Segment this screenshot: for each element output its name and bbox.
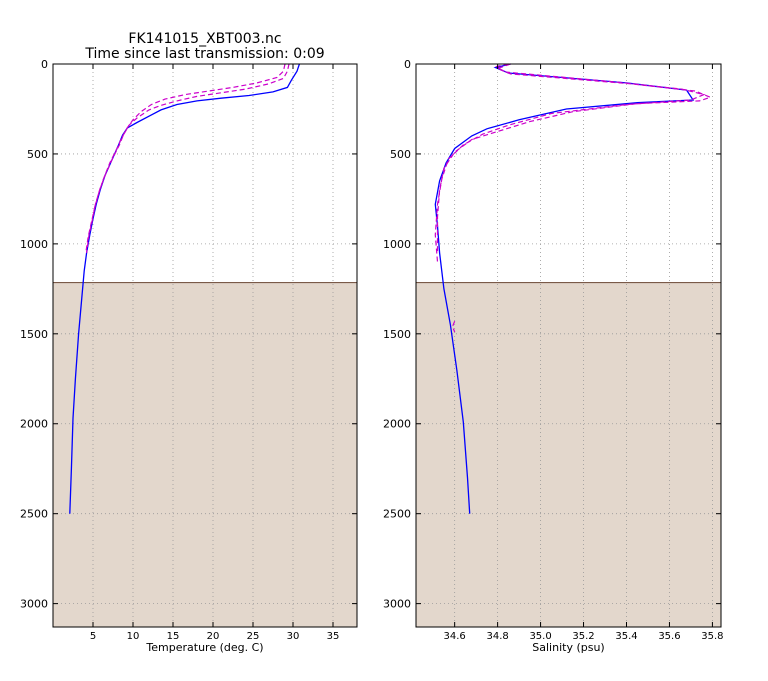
x-tick-label: 35.0 bbox=[529, 631, 551, 642]
x-tick-label: 25 bbox=[247, 631, 260, 642]
y-tick-label: 2500 bbox=[383, 508, 411, 521]
reference-profile-line-2 bbox=[85, 63, 286, 253]
reference-profile-line-1 bbox=[436, 63, 713, 253]
y-tick-label: 1500 bbox=[20, 328, 48, 341]
y-tick-label: 1000 bbox=[383, 238, 411, 251]
y-tick-label: 3000 bbox=[383, 598, 411, 611]
figure-subtitle: Time since last transmission: 0:09 bbox=[85, 46, 325, 62]
x-tick-label: 30 bbox=[287, 631, 300, 642]
x-tick-label: 35.6 bbox=[658, 631, 680, 642]
y-tick-label: 2500 bbox=[20, 508, 48, 521]
y-tick-label: 2000 bbox=[383, 418, 411, 431]
plot-frame bbox=[415, 63, 722, 628]
x-tick-label: 35.8 bbox=[701, 631, 723, 642]
y-tick-label: 1500 bbox=[383, 328, 411, 341]
y-tick-label: 0 bbox=[41, 58, 48, 71]
below-depth-region bbox=[53, 282, 357, 627]
x-tick-label: 35.2 bbox=[572, 631, 594, 642]
x-tick-label: 34.8 bbox=[486, 631, 508, 642]
x-tick-label: 15 bbox=[167, 631, 180, 642]
y-tick-label: 2000 bbox=[20, 418, 48, 431]
y-tick-label: 1000 bbox=[20, 238, 48, 251]
x-tick-label: 5 bbox=[90, 631, 96, 642]
below-depth-region bbox=[416, 282, 721, 627]
x-tick-label: 10 bbox=[127, 631, 140, 642]
x-axis-label: Salinity (psu) bbox=[532, 641, 604, 654]
measured-profile-line bbox=[69, 63, 301, 514]
reference-profile-line-3 bbox=[451, 320, 456, 333]
y-tick-label: 500 bbox=[390, 148, 411, 161]
y-tick-label: 0 bbox=[404, 58, 411, 71]
chart-panel-1: 5 10 15 20 25 30 35 0 500 1000 1500 2000 2500 3000 Tem… bbox=[20, 58, 358, 654]
plot-frame bbox=[52, 63, 358, 628]
y-tick-label: 3000 bbox=[20, 598, 48, 611]
x-tick-label: 34.6 bbox=[444, 631, 466, 642]
figure-title: FK141015_XBT003.nc bbox=[128, 31, 282, 47]
x-axis-label: Temperature (deg. C) bbox=[145, 641, 263, 654]
reference-profile-line-2 bbox=[434, 63, 706, 262]
x-tick-label: 35 bbox=[327, 631, 340, 642]
x-tick-label: 20 bbox=[207, 631, 220, 642]
y-tick-label: 500 bbox=[27, 148, 48, 161]
x-tick-label: 35.4 bbox=[615, 631, 637, 642]
chart-panel-2: 34.6 34.8 35.0 35.2 35.4 35.6 35.8 0 500 1000 1500… bbox=[383, 58, 724, 654]
